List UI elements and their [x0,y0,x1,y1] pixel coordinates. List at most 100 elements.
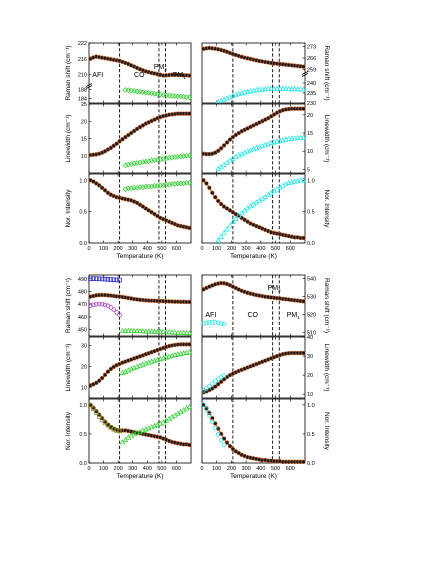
data-point [160,156,167,162]
series-2 [201,402,227,448]
data-point [126,132,131,138]
data-point [186,403,193,409]
data-point [91,302,96,308]
data-point [154,328,161,334]
x-tick-label: 500 [157,466,166,472]
data-point [238,209,245,216]
series-3 [88,301,122,318]
data-point [274,85,280,91]
series-2 [215,177,307,243]
data-point [102,188,108,193]
data-point [218,233,224,239]
data-point [122,162,129,169]
y-tick-label: 273 [307,44,316,50]
panel-3: 0.0 0.5 1.0 Nor. Intensity [201,398,330,467]
data-point [99,417,105,423]
x-tick-label: 500 [271,466,280,472]
y-axis-label: Linewidth (cm⁻¹) [323,115,330,163]
data-point [187,111,192,116]
y-tick-label: 25 [81,102,87,108]
series-2 [201,320,227,327]
data-point [218,379,224,384]
data-point [221,321,227,327]
x-tick-label: 600 [286,466,295,472]
data-point [201,178,206,183]
data-point [117,428,122,434]
x-tick-label: 400 [256,466,265,472]
x-tick-label: 0 [87,466,90,472]
x-tick-label: 100 [99,246,108,252]
data-point [183,152,190,159]
data-point [88,276,93,282]
data-point [221,230,227,236]
data-point [148,328,155,334]
data-point [300,134,307,140]
data-point [265,85,271,92]
data-point [91,406,96,412]
data-point [301,350,306,356]
data-point [145,158,152,165]
data-point [131,327,137,333]
y-axis-label: Nor. Intensity [65,411,72,450]
data-point [230,134,236,140]
data-point [297,177,304,183]
data-point [277,85,283,91]
data-point [157,328,164,334]
data-point [301,459,306,465]
panel-frame [201,398,306,464]
data-point [123,134,128,140]
data-point [125,161,132,168]
y-tick-label: 510 [307,330,316,336]
data-point [236,212,242,218]
x-tick-label: 0 [200,246,203,252]
data-point [157,156,164,162]
panel-frame [201,274,306,337]
data-point [122,327,129,333]
phase-region-label: CO [134,72,145,79]
y-tick-label: 30 [307,354,313,360]
data-point [212,378,218,384]
data-point [288,179,295,185]
data-point [221,373,227,378]
x-tick-label: 100 [99,466,108,472]
x-tick-label: 300 [242,246,251,252]
y-tick-label: 15 [81,137,87,143]
data-point [108,305,114,310]
data-point [160,328,167,335]
data-point [143,328,149,334]
data-point [215,198,221,204]
x-tick-label: 400 [256,246,265,252]
x-tick-label: 400 [143,466,152,472]
y-tick-label: 530 [307,295,316,301]
series-2 [88,292,192,305]
data-point [288,135,295,141]
series-fit-line [202,179,304,239]
phase-region-subscript: 2 [164,67,167,72]
data-point [175,153,181,160]
y-tick-label: 20 [307,113,313,119]
data-point [210,320,215,325]
x-tick-label: 200 [227,246,236,252]
data-point [137,159,143,166]
y-tick-label: 480 [78,290,87,296]
data-point [96,183,102,188]
data-point [117,277,122,283]
data-point [102,420,108,426]
data-point [178,329,184,335]
data-point [230,446,236,452]
y-tick-label: 1.0 [307,178,315,184]
series-1 [88,54,192,78]
phase-region-label: CO [248,312,259,319]
series-1 [201,106,306,157]
y-tick-label: 235 [307,91,316,97]
data-point [99,185,105,191]
x-tick-label: 400 [143,246,152,252]
series-2 [215,134,307,171]
x-tick-label: 200 [114,466,123,472]
series-fit-line [202,404,304,463]
data-point [140,159,146,165]
y-tick-label: 1.0 [79,403,87,409]
data-point [166,155,172,161]
x-tick-label: 200 [114,246,123,252]
data-point [286,179,292,186]
